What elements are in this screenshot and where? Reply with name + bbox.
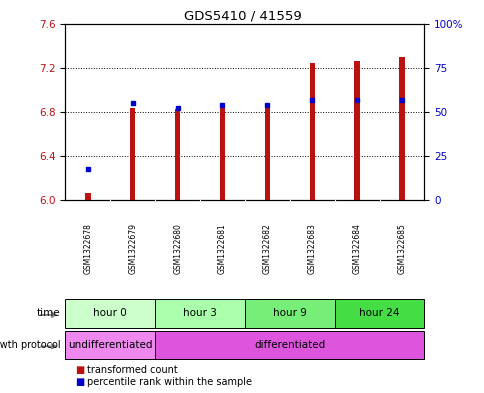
Bar (85, 193, 91, 200)
Bar (65, 331, 155, 359)
Text: hour 9: hour 9 (272, 309, 306, 318)
Text: percentile rank within the sample: percentile rank within the sample (87, 377, 252, 387)
Bar (334, 299, 424, 328)
Text: GSM1322678: GSM1322678 (83, 223, 92, 274)
Bar (244, 299, 334, 328)
Text: ■: ■ (75, 365, 84, 375)
Text: GSM1322680: GSM1322680 (173, 223, 182, 274)
Bar (175, 109, 180, 200)
Bar (309, 63, 314, 200)
Text: ■: ■ (75, 377, 84, 387)
Text: GSM1322683: GSM1322683 (307, 223, 316, 274)
Text: GSM1322681: GSM1322681 (217, 223, 227, 274)
Text: transformed count: transformed count (87, 365, 178, 375)
Bar (264, 104, 270, 200)
Bar (354, 61, 359, 200)
Text: undifferentiated: undifferentiated (68, 340, 152, 350)
Bar (219, 108, 225, 200)
Text: GSM1322685: GSM1322685 (396, 223, 406, 274)
Text: GSM1322679: GSM1322679 (128, 223, 137, 274)
Text: GSM1322682: GSM1322682 (262, 223, 272, 274)
Text: GSM1322684: GSM1322684 (352, 223, 361, 274)
Bar (130, 108, 135, 200)
Text: hour 0: hour 0 (93, 309, 127, 318)
Bar (155, 331, 423, 359)
Text: time: time (37, 308, 60, 318)
Text: hour 24: hour 24 (359, 309, 399, 318)
Text: GDS5410 / 41559: GDS5410 / 41559 (183, 10, 301, 23)
Text: hour 3: hour 3 (183, 309, 216, 318)
Bar (65, 299, 155, 328)
Text: growth protocol: growth protocol (0, 340, 60, 350)
Text: differentiated: differentiated (254, 340, 325, 350)
Bar (155, 299, 244, 328)
Bar (398, 57, 404, 200)
